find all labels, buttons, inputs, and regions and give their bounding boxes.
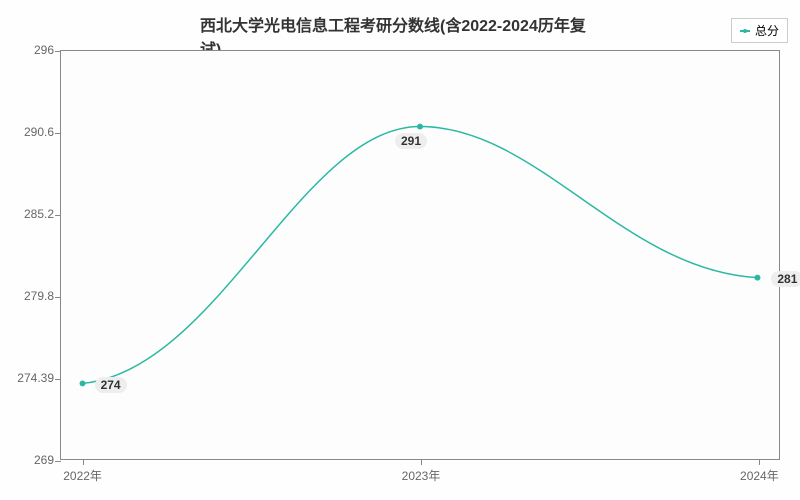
y-tick-label: 285.2 <box>6 207 54 221</box>
legend-label: 总分 <box>755 22 779 39</box>
y-tick-label: 279.8 <box>6 289 54 303</box>
chart-container: 西北大学光电信息工程考研分数线(含2022-2024历年复试) 总分 26927… <box>0 0 800 500</box>
data-marker <box>754 275 760 281</box>
plot-area: 269274.39279.8285.2290.62962022年2023年202… <box>60 50 780 460</box>
data-label: 291 <box>395 133 427 149</box>
data-line <box>83 127 758 384</box>
data-marker <box>417 124 423 130</box>
y-tick-label: 269 <box>6 453 54 467</box>
legend-marker <box>740 30 750 32</box>
x-tick-label: 2022年 <box>53 467 113 484</box>
data-label: 281 <box>771 271 800 287</box>
data-label: 274 <box>95 377 127 393</box>
legend: 总分 <box>731 18 788 43</box>
y-tick-label: 290.6 <box>6 125 54 139</box>
y-tick-label: 296 <box>6 43 54 57</box>
data-marker <box>80 380 86 386</box>
x-tick-label: 2024年 <box>729 467 789 484</box>
line-svg <box>61 51 779 459</box>
y-tick-label: 274.39 <box>6 371 54 385</box>
x-tick-label: 2023年 <box>391 467 451 484</box>
